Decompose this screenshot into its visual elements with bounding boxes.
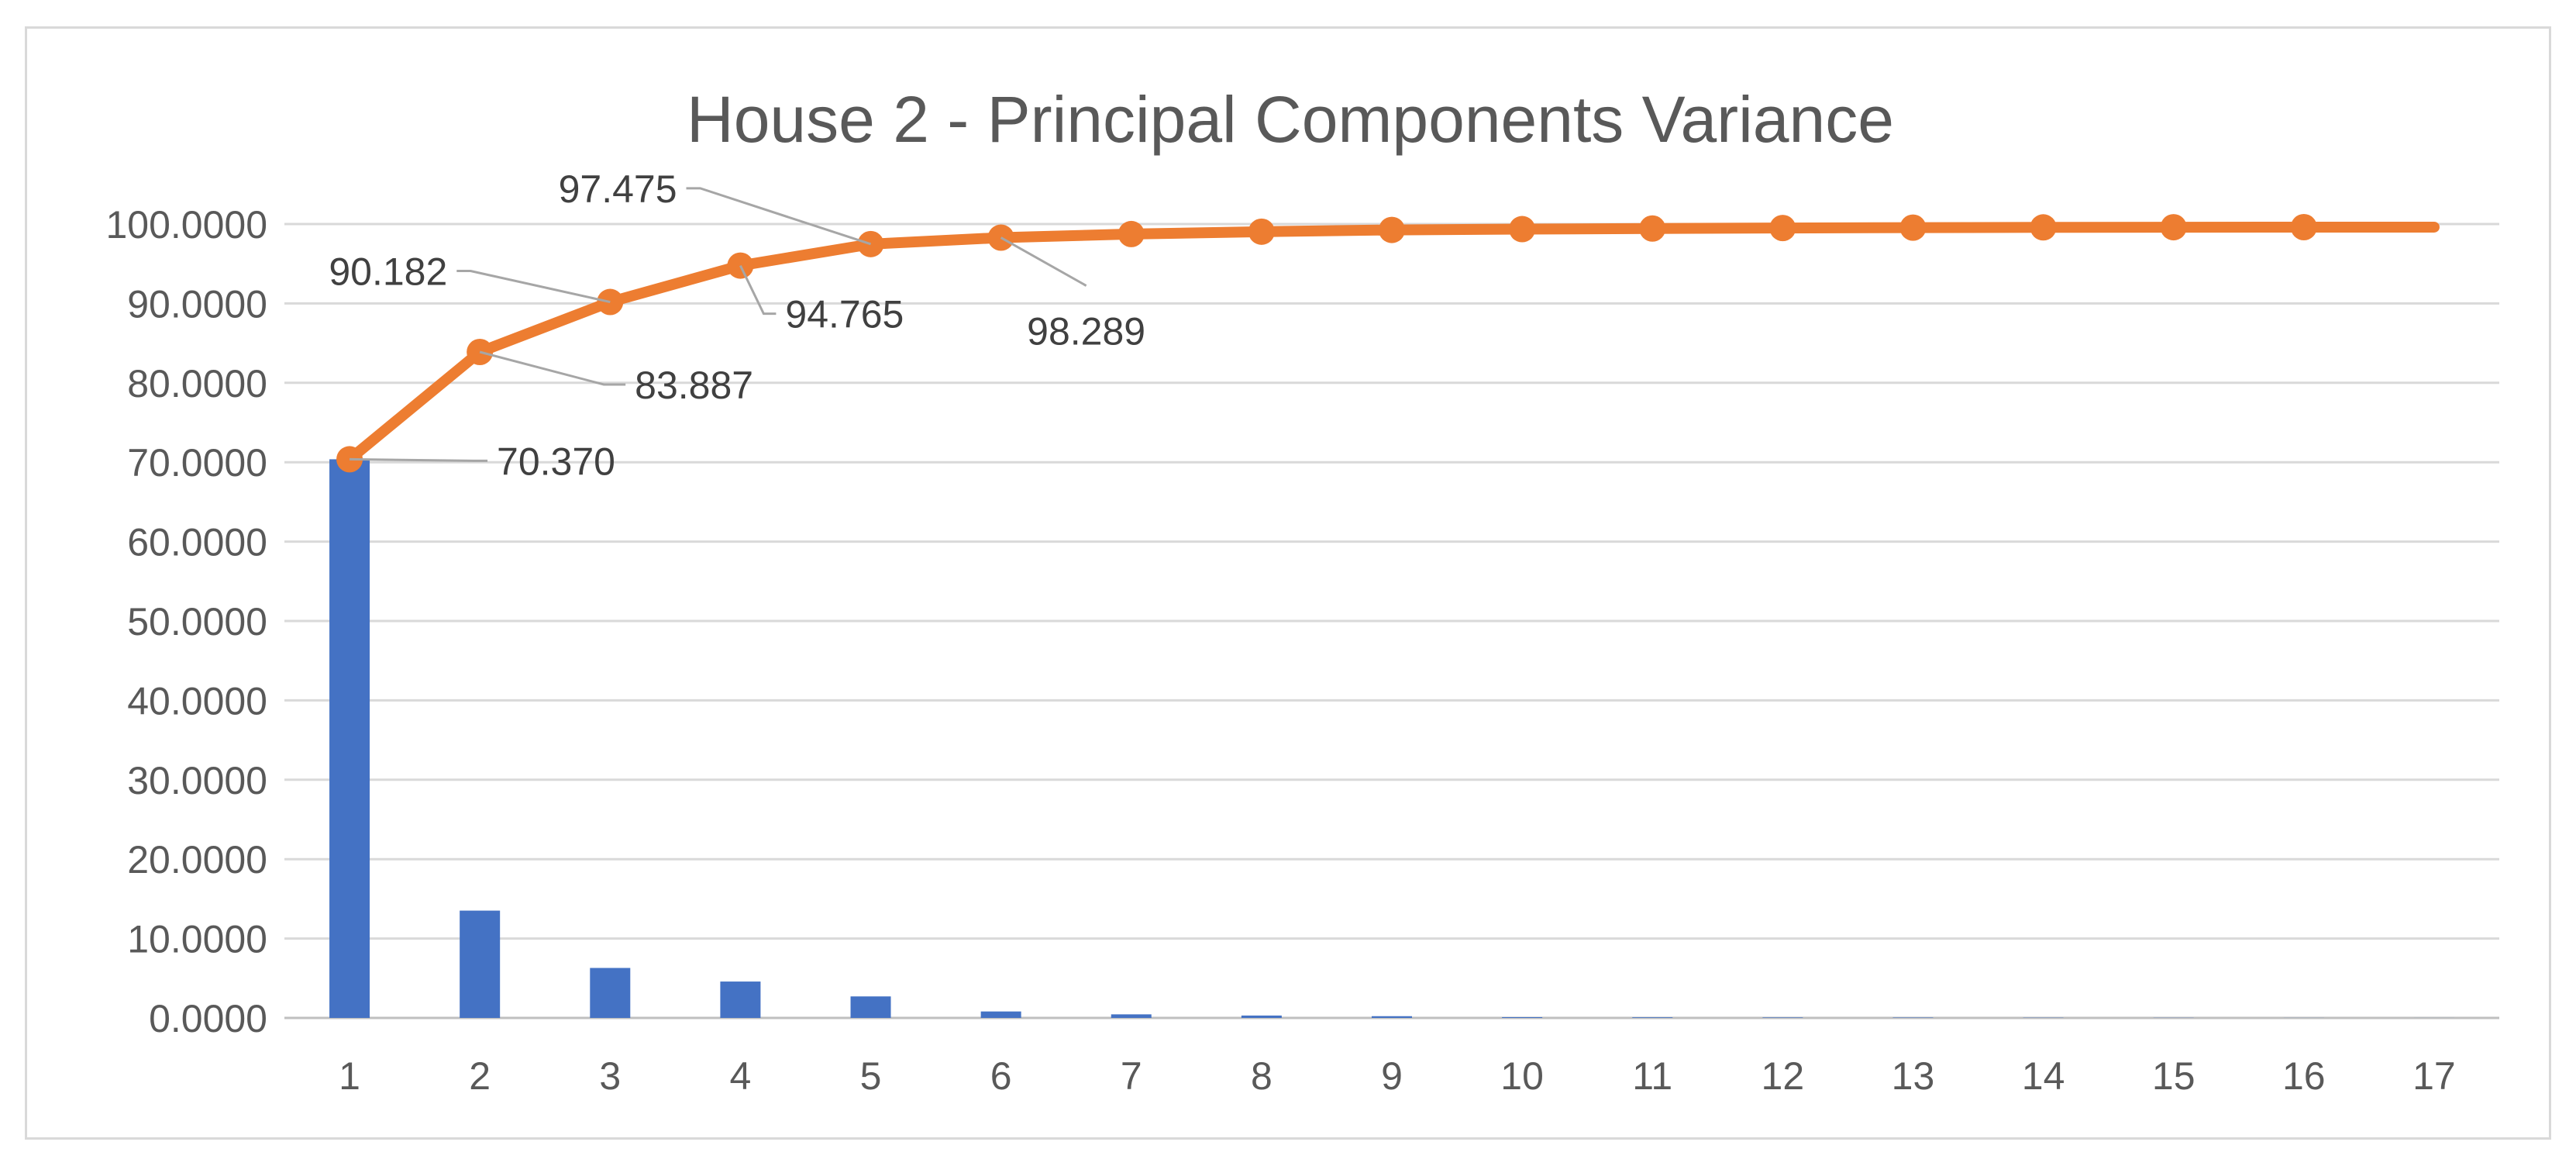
y-tick-label: 90.0000: [127, 282, 267, 326]
y-tick-label: 40.0000: [127, 679, 267, 723]
chart-svg: House 2 - Principal Components Variance …: [105, 83, 2499, 1098]
chart-title: House 2 - Principal Components Variance: [687, 83, 1894, 156]
bar: [1502, 1016, 1543, 1018]
y-tick-label: 20.0000: [127, 838, 267, 881]
data-label-leader: [686, 187, 871, 246]
bar: [720, 981, 761, 1018]
data-label: 97.475: [559, 167, 677, 211]
bar: [329, 459, 370, 1018]
x-tick-label: 1: [339, 1054, 360, 1098]
line-point: [1379, 216, 1405, 243]
bar: [1372, 1016, 1412, 1018]
bar: [590, 968, 631, 1018]
line-point: [2290, 213, 2317, 240]
data-label: 98.289: [1027, 310, 1145, 354]
x-tick-label: 3: [599, 1054, 621, 1098]
x-tick-label: 9: [1381, 1054, 1403, 1098]
bar: [850, 996, 891, 1018]
x-tick-label: 15: [2152, 1054, 2195, 1098]
bar: [1111, 1014, 1152, 1018]
x-tick-label: 10: [1500, 1054, 1544, 1098]
gridlines: [284, 223, 2499, 1019]
line-point: [1639, 215, 1666, 242]
bar: [460, 910, 501, 1018]
data-label-leader: [350, 457, 488, 462]
y-tick-label: 0.0000: [149, 997, 267, 1040]
data-label-leader: [479, 350, 626, 386]
line-point: [1899, 214, 1927, 241]
y-tick-label: 70.0000: [127, 441, 267, 485]
x-tick-label: 8: [1251, 1054, 1273, 1098]
x-tick-label: 6: [990, 1054, 1012, 1098]
data-label-leader: [1000, 236, 1087, 287]
line-point: [1769, 215, 1796, 242]
x-tick-label: 2: [469, 1054, 491, 1098]
x-tick-label: 4: [730, 1054, 752, 1098]
bar: [1632, 1017, 1673, 1018]
line-point: [1509, 216, 1536, 243]
y-tick-label: 100.0000: [105, 203, 267, 247]
line-point: [1118, 220, 1145, 247]
y-tick-label: 50.0000: [127, 600, 267, 643]
x-tick-label: 12: [1762, 1054, 1805, 1098]
y-tick-label: 80.0000: [127, 362, 267, 405]
y-axis-tick-labels: 0.0000 10.0000 20.0000 30.0000 40.0000 50.000…: [105, 203, 267, 1040]
x-tick-label: 16: [2282, 1054, 2326, 1098]
bar: [980, 1011, 1021, 1018]
x-tick-label: 17: [2412, 1054, 2456, 1098]
bar-series: [329, 459, 2454, 1018]
y-tick-label: 60.0000: [127, 521, 267, 564]
bar: [1892, 1017, 1934, 1018]
bar: [1241, 1015, 1282, 1018]
data-label: 94.765: [785, 293, 904, 336]
data-labels: 70.370 83.887 90.182 94.765 97.475 98.289: [329, 167, 1145, 484]
line-series: [336, 213, 2440, 473]
data-label-leader: [739, 264, 777, 316]
y-tick-label: 10.0000: [127, 918, 267, 961]
chart-frame: House 2 - Principal Components Variance …: [25, 26, 2551, 1140]
data-label: 70.370: [497, 440, 615, 483]
x-axis-tick-labels: 1 2 3 4 5 6 7 8 9 10 11 12 13 14 15 16 17: [339, 1054, 2456, 1098]
x-tick-label: 11: [1632, 1054, 1672, 1098]
data-label-leader: [456, 270, 611, 304]
x-tick-label: 5: [860, 1054, 882, 1098]
line-point: [2160, 214, 2187, 241]
bar: [1762, 1017, 1803, 1018]
y-tick-label: 30.0000: [127, 759, 267, 802]
x-tick-label: 13: [1892, 1054, 1935, 1098]
line-point: [2030, 214, 2057, 241]
line-point: [1248, 218, 1275, 245]
data-label: 83.887: [635, 364, 753, 407]
x-tick-label: 7: [1121, 1054, 1142, 1098]
x-tick-label: 14: [2022, 1054, 2065, 1098]
data-label: 90.182: [329, 250, 447, 294]
line-path: [344, 221, 2440, 465]
